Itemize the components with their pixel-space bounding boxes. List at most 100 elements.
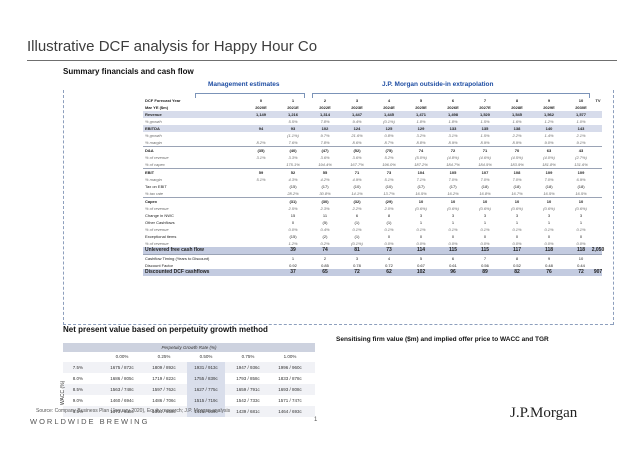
dcf-row-label: Discount Factor — [145, 263, 174, 268]
dcf-row: Tax on EBIT (15) (17) (10) (10) (17) (17) (18) (… — [143, 183, 602, 190]
npv-cell: 1627 / 775c — [187, 384, 225, 395]
dcf-cell: 0.52 — [513, 263, 521, 268]
dcf-cell: 0.1% — [448, 227, 458, 232]
dcf-cell: 7.8% — [320, 119, 330, 124]
npv-rows: 7.5% 1675 / 872c 1809 / 892c 1931 / 913c 194… — [63, 362, 315, 417]
dcf-cell: 93 — [290, 126, 296, 131]
dcf-cell: 71 — [354, 170, 360, 175]
dcf-row-label: % margin — [145, 177, 162, 182]
dcf-cell: 135 — [481, 126, 489, 131]
dcf-cell: 2.0% — [384, 206, 394, 211]
dcf-cell: 0.72 — [385, 263, 393, 268]
dcf-cell: 181.8% — [542, 162, 556, 167]
extrapolation-label: J.P. Morgan outside-in extrapolation — [382, 81, 494, 88]
dcf-cell: (18) — [513, 184, 521, 189]
npv-cell: 1996 / 960c — [278, 365, 302, 370]
dcf-row-label: % of revenue — [145, 241, 169, 246]
dcf-cell: 3 — [515, 213, 519, 218]
dcf-cell: 8.9% — [448, 140, 458, 145]
npv-cell: 1809 / 892c — [152, 365, 176, 370]
dcf-cell: (18) — [577, 184, 585, 189]
management-estimates-label: Management estimates — [208, 81, 280, 88]
dcf-row-label: Mar YE ($m) — [145, 105, 169, 110]
dcf-cell: (1.1%) — [287, 133, 299, 138]
dcf-cell: (0.1%) — [351, 241, 363, 246]
dcf-cell: 7 — [483, 98, 487, 103]
dcf-cell: 140 — [545, 126, 553, 131]
dcf-cell: 6 — [355, 213, 359, 218]
dcf-cell: 1 — [515, 220, 519, 225]
npv-row: 8.5% 1563 / 748c 1597 / 762c 1627 / 775c 165… — [63, 384, 315, 395]
dcf-cell: 133 — [449, 126, 457, 131]
dcf-cell: 3.1% — [256, 155, 266, 160]
npv-cell: 1486 / 706c — [152, 398, 176, 403]
dcf-cell: 2.5% — [288, 206, 298, 211]
dcf-cell: 0.2% — [320, 241, 330, 246]
dcf-cell: 1,445 — [383, 112, 394, 117]
dcf-cell: 194.4% — [318, 162, 332, 167]
npv-cell: 1931 / 913c — [187, 362, 225, 373]
dcf-cell: (0.6%) — [415, 206, 427, 211]
dcf-cell: 1 — [419, 220, 423, 225]
dcf-cell: 143 — [577, 126, 585, 131]
dcf-cell: 4.3% — [288, 177, 298, 182]
dcf-cell: 0.0% — [448, 241, 458, 246]
dcf-cell: (1) — [354, 220, 360, 225]
dcf-cell: 115 — [448, 247, 458, 253]
dcf-cell: 3.6% — [320, 155, 330, 160]
source-note: Source: Company Business Plan (January 2… — [36, 408, 231, 414]
dcf-cell: 3 — [419, 213, 423, 218]
dcf-cell: 167.7% — [350, 162, 364, 167]
dcf-cell: 0 — [547, 234, 551, 239]
dcf-cell: 37 — [290, 269, 296, 275]
dcf-cell: (4.6%) — [479, 155, 491, 160]
dcf-cell: 3.6% — [352, 155, 362, 160]
dcf-cell: (1) — [386, 220, 392, 225]
dcf-cell: 7.8% — [320, 140, 330, 145]
summary-heading: Summary financials and cash flow — [63, 67, 194, 76]
npv-cell: 1833 / 878c — [278, 376, 302, 381]
dcf-cell: 131.6% — [574, 162, 588, 167]
perpetuity-growth-header: Perpetuity Growth Rate (%) — [63, 343, 315, 352]
dcf-cell: 1.8% — [416, 119, 426, 124]
dcf-cell: 8 — [387, 213, 391, 218]
dcf-cell: (2) — [322, 234, 328, 239]
dcf-cell: 9.4% — [352, 119, 362, 124]
dcf-cell: 3.3% — [288, 155, 298, 160]
dcf-row: EBIT 59 52 55 71 73 104 105 107 108 109 109 — [143, 168, 602, 176]
dcf-cell: (4.5%) — [511, 155, 523, 160]
dcf-row: Change in NWC 15 11 6 8 3 3 3 3 3 3 — [143, 212, 602, 219]
dcf-row-label: Unlevered free cash flow — [145, 247, 204, 253]
wacc-row-label: 9.5% — [72, 409, 83, 414]
dcf-cell: 52 — [290, 170, 296, 175]
dcf-cell: 2028E — [511, 105, 523, 110]
dcf-row: % growth (1.1%) 9.7% 21.6% 0.8% 3.2% 3.1% 1.5% 2… — [143, 132, 602, 139]
dcf-cell: 72 — [578, 269, 584, 275]
dcf-row: % of capex 175.1% 194.4% 167.7% 196.0% 187.2%… — [143, 161, 602, 168]
dcf-row: Other Cashflows 0 (5) (1) (1) 1 1 1 1 1 1 — [143, 219, 602, 226]
dcf-cell: (0.6%) — [543, 206, 555, 211]
dcf-cell: 1,498 — [447, 112, 458, 117]
dcf-row-label: % of revenue — [145, 227, 169, 232]
npv-cell: 1659 / 791c — [236, 387, 260, 392]
dcf-cell: 1.4% — [544, 133, 554, 138]
npv-cell: 1394 / 658c — [152, 409, 176, 414]
dcf-cell: 129 — [417, 126, 425, 131]
dcf-cell: 10 — [482, 199, 488, 204]
dcf-cell: 74 — [418, 148, 424, 153]
dcf-cell: (18) — [481, 184, 489, 189]
dcf-cell: 105 — [449, 170, 457, 175]
brand-footer: WORLDWIDE BREWING — [30, 417, 150, 426]
dcf-cell: (0.6%) — [511, 206, 523, 211]
dcf-cell: 76 — [546, 269, 552, 275]
npv-cell: 1947 / 936c — [236, 365, 260, 370]
dcf-row: % growth 5.5% 7.8% 9.4% (0.1%) 1.8% 1.8% 1.5% 1.… — [143, 118, 602, 125]
dcf-cell: (0.6%) — [575, 206, 587, 211]
dcf-cell: (30) — [321, 199, 329, 204]
growth-rate-columns: 0.00% 0.25% 0.50% 0.75% 1.00% — [63, 352, 315, 362]
dcf-cell: (0.6%) — [447, 206, 459, 211]
dcf-cell: 5 — [419, 98, 423, 103]
dcf-financials-table: DCF Forecast Year 0 1 2 3 4 5 6 7 8 9 10 TV Mar YE ($… — [143, 97, 604, 276]
dcf-cell: 3 — [355, 256, 359, 261]
dcf-cell: 3 — [579, 213, 583, 218]
